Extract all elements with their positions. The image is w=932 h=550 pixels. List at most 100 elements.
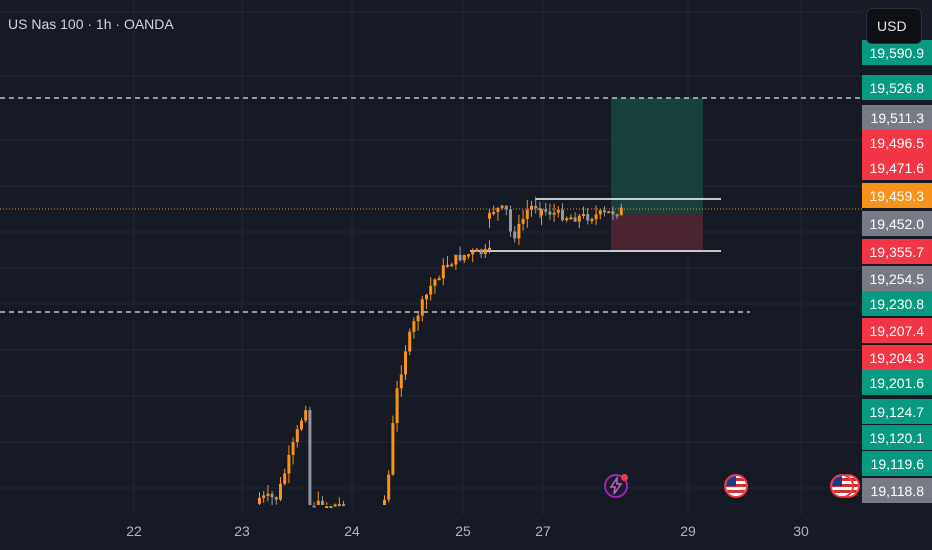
candle-body bbox=[590, 219, 594, 222]
price-axis[interactable]: 19,590.9 19,526.8 19,511.3 19,496.5 19,471.6… bbox=[862, 0, 932, 515]
candle-body bbox=[300, 420, 303, 430]
candle-body bbox=[454, 254, 458, 265]
candle-body bbox=[530, 205, 533, 210]
time-label: 22 bbox=[126, 523, 142, 539]
candle-body bbox=[342, 504, 345, 507]
candle-body bbox=[395, 388, 399, 424]
candle-body bbox=[483, 248, 487, 255]
candle-body bbox=[603, 210, 606, 213]
chart-area[interactable] bbox=[0, 0, 862, 515]
candle-body bbox=[509, 209, 512, 232]
candle-body bbox=[325, 506, 329, 509]
candle-body bbox=[333, 504, 337, 507]
candle-body bbox=[279, 483, 282, 500]
candle-body bbox=[496, 207, 500, 213]
time-label: 30 bbox=[793, 523, 809, 539]
take-profit-zone bbox=[611, 98, 703, 213]
candle-body bbox=[517, 223, 521, 239]
candle-body bbox=[471, 251, 475, 255]
time-label: 23 bbox=[234, 523, 250, 539]
candle-body bbox=[337, 504, 341, 507]
price-label: 19,204.3 bbox=[862, 345, 932, 370]
candle-body bbox=[308, 410, 312, 505]
price-label: 19,230.8 bbox=[862, 291, 932, 316]
candle-body bbox=[488, 212, 491, 219]
symbol-title: US Nas 100 · 1h · OANDA bbox=[8, 16, 174, 32]
candle-body bbox=[295, 429, 299, 443]
candle-body bbox=[538, 208, 542, 211]
candle-body bbox=[598, 210, 602, 215]
candle-body bbox=[475, 249, 479, 252]
price-chart[interactable] bbox=[0, 0, 862, 515]
candle-body bbox=[404, 351, 407, 375]
candle-body bbox=[569, 217, 573, 220]
candle-body bbox=[544, 209, 548, 212]
candle-body bbox=[548, 211, 552, 215]
candle-body bbox=[479, 249, 483, 255]
candle-body bbox=[270, 493, 274, 498]
us-flag-icon[interactable] bbox=[724, 474, 748, 498]
candle-body bbox=[312, 505, 316, 508]
us-flag-icon[interactable] bbox=[830, 474, 854, 498]
candle-body bbox=[594, 214, 598, 220]
candle-body bbox=[467, 254, 470, 257]
candle-body bbox=[441, 265, 445, 279]
candle-body bbox=[492, 212, 496, 215]
candle-body bbox=[577, 215, 581, 222]
candle-body bbox=[408, 331, 412, 352]
candle-body bbox=[525, 209, 529, 219]
candle-body bbox=[283, 473, 287, 484]
candle-body bbox=[412, 321, 416, 332]
candle-body bbox=[420, 299, 424, 316]
price-label: 19,120.1 bbox=[862, 425, 932, 450]
candle-body bbox=[552, 212, 556, 215]
price-label: 19,118.8 bbox=[862, 478, 932, 503]
candle-body bbox=[556, 209, 560, 213]
candle-body bbox=[429, 285, 433, 295]
candle-body bbox=[458, 254, 462, 261]
price-label: 19,124.7 bbox=[862, 399, 932, 424]
candle-body bbox=[619, 207, 623, 216]
candle-body bbox=[582, 214, 585, 217]
price-label: 19,201.6 bbox=[862, 370, 932, 395]
candle-body bbox=[287, 454, 291, 474]
candle-body bbox=[607, 211, 611, 214]
price-label: 19,355.7 bbox=[862, 239, 932, 264]
candle-body bbox=[433, 279, 437, 286]
price-label: 19,526.8 bbox=[862, 75, 932, 100]
stop-loss-zone bbox=[611, 213, 703, 251]
candle-body bbox=[437, 278, 441, 281]
price-label: 19,207.4 bbox=[862, 318, 932, 343]
candle-body bbox=[586, 214, 590, 221]
candle-body bbox=[540, 209, 543, 216]
price-label: 19,471.6 bbox=[862, 155, 932, 180]
candle-body bbox=[387, 474, 391, 500]
candle-body bbox=[534, 205, 538, 209]
candle-body bbox=[262, 495, 266, 498]
candle-body bbox=[258, 497, 261, 504]
candle-body bbox=[488, 247, 491, 250]
candle-body bbox=[565, 218, 569, 221]
price-label: 19,590.9 bbox=[862, 40, 932, 65]
lightning-icon[interactable] bbox=[604, 474, 628, 498]
time-label: 29 bbox=[680, 523, 696, 539]
candle-body bbox=[573, 217, 577, 222]
candle-body bbox=[561, 209, 564, 221]
candle-body bbox=[329, 506, 333, 509]
candle-body bbox=[399, 374, 403, 389]
time-label: 27 bbox=[535, 523, 551, 539]
candle-body bbox=[521, 218, 525, 224]
price-label: 19,452.0 bbox=[862, 211, 932, 236]
candle-body bbox=[513, 231, 517, 239]
price-label: 19,459.3 bbox=[862, 183, 932, 208]
candle-body bbox=[500, 205, 504, 208]
time-axis[interactable]: 22 23 24 25 27 29 30 bbox=[0, 515, 862, 550]
candle-body bbox=[383, 499, 386, 505]
currency-button[interactable]: USD bbox=[866, 8, 922, 44]
candle-body bbox=[266, 493, 270, 496]
price-label: 19,254.5 bbox=[862, 266, 932, 291]
candle-body bbox=[316, 500, 320, 505]
candle-body bbox=[416, 315, 420, 322]
time-label: 24 bbox=[344, 523, 360, 539]
price-label: 19,511.3 bbox=[862, 105, 932, 130]
